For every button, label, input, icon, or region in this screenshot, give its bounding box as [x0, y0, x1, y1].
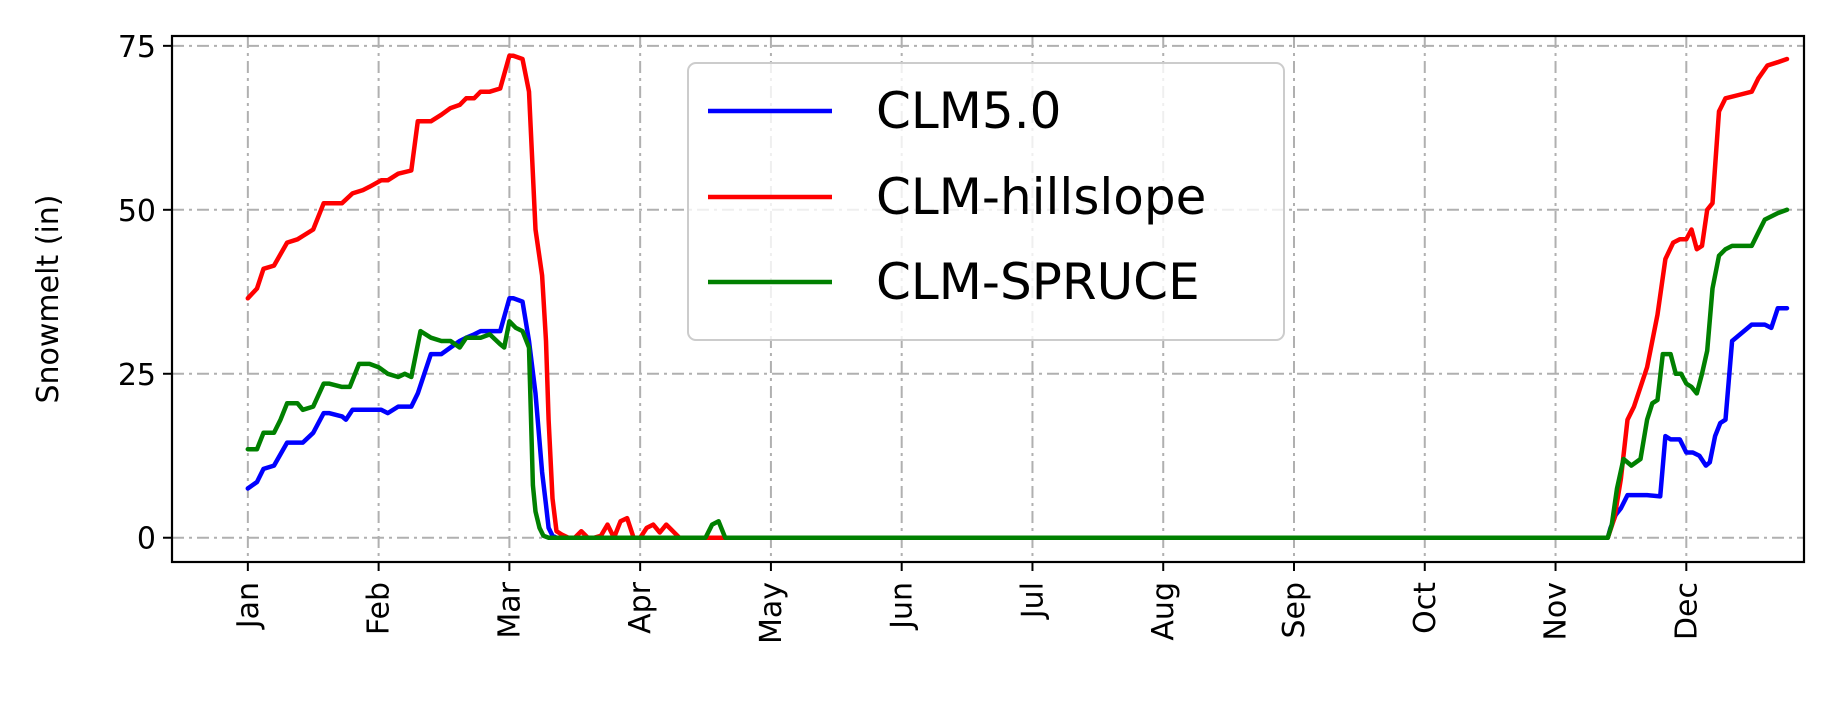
x-tick-label: Dec [1669, 582, 1704, 640]
y-tick-label: 25 [118, 358, 156, 393]
legend-label-spruce: CLM-SPRUCE [876, 253, 1200, 311]
legend-label-hillslope: CLM-hillslope [876, 168, 1206, 226]
x-axis-ticks: Jan Feb Mar Apr May Jun Jul Aug Sep Oct Nov Dec [231, 562, 1704, 644]
x-tick-label: Jul [1015, 582, 1050, 620]
plot-area-frame [170, 34, 1806, 564]
y-axis-label: Snowmelt (in) [31, 194, 66, 403]
x-tick-label: May [754, 582, 789, 644]
x-tick-label: Apr [623, 581, 658, 634]
x-tick-label: Feb [362, 582, 397, 635]
y-axis-ticks: 0 25 50 75 [118, 30, 172, 557]
x-tick-label: Oct [1408, 582, 1443, 634]
y-tick-label: 0 [137, 522, 156, 557]
y-tick-label: 50 [118, 194, 156, 229]
x-tick-label: Sep [1277, 582, 1312, 639]
x-tick-label: Jun [885, 582, 920, 631]
series-line-spruce [245, 207, 1790, 540]
data-series [245, 53, 1790, 540]
y-tick-label: 75 [118, 30, 156, 65]
legend-box [687, 62, 1285, 341]
x-tick-label: Mar [492, 581, 527, 638]
x-tick-label: Aug [1146, 582, 1181, 641]
x-tick-label: Nov [1539, 582, 1574, 641]
x-tick-label: Jan [231, 582, 266, 630]
legend: CLM5.0 CLM-hillslope CLM-SPRUCE [687, 62, 1285, 341]
legend-label-clm5: CLM5.0 [876, 82, 1061, 140]
